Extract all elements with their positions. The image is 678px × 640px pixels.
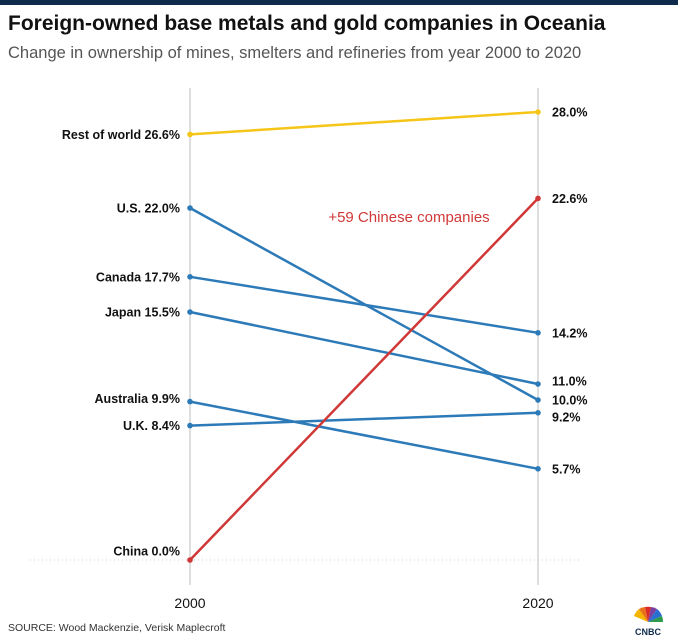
svg-text:CNBC: CNBC bbox=[635, 627, 661, 637]
data-point-japan-2000 bbox=[187, 309, 193, 315]
data-point-u-k-2020 bbox=[535, 410, 541, 416]
data-point-canada-2020 bbox=[535, 330, 541, 336]
series-line-canada bbox=[188, 275, 540, 335]
end-label-rest-of-world: 28.0% bbox=[552, 106, 587, 120]
x-tick-label: 2020 bbox=[522, 595, 553, 611]
end-label-china: 22.6% bbox=[552, 192, 587, 206]
series-line-rest-of-world bbox=[188, 110, 540, 136]
end-label-u-s: 10.0% bbox=[552, 394, 587, 408]
start-label-canada: Canada 17.7% bbox=[96, 270, 180, 284]
start-label-japan: Japan 15.5% bbox=[105, 306, 180, 320]
data-point-australia-2020 bbox=[535, 466, 541, 472]
data-point-u-s-2000 bbox=[187, 205, 193, 211]
chart-title: Foreign-owned base metals and gold compa… bbox=[8, 12, 606, 35]
top-bar bbox=[0, 0, 678, 5]
end-label-japan: 11.0% bbox=[552, 375, 587, 389]
source-note: SOURCE: Wood Mackenzie, Verisk Maplecrof… bbox=[8, 622, 226, 634]
cnbc-logo: CNBC bbox=[634, 606, 664, 637]
data-point-china-2020 bbox=[535, 195, 541, 202]
data-point-rest-of-world-2000 bbox=[187, 131, 193, 138]
series-line-japan bbox=[188, 310, 540, 386]
data-point-australia-2000 bbox=[187, 398, 193, 405]
end-label-australia: 5.7% bbox=[552, 462, 581, 476]
start-label-australia: Australia 9.9% bbox=[95, 392, 180, 406]
series-line-australia bbox=[188, 400, 540, 471]
start-label-u-k: U.K. 8.4% bbox=[123, 419, 180, 433]
start-label-rest-of-world: Rest of world 26.6% bbox=[62, 128, 180, 142]
x-tick-label: 2000 bbox=[174, 595, 205, 611]
start-label-u-s: U.S. 22.0% bbox=[117, 202, 180, 216]
end-label-u-k: 9.2% bbox=[552, 410, 581, 424]
series-line-u-k bbox=[188, 411, 540, 427]
start-label-china: China 0.0% bbox=[113, 545, 180, 559]
data-point-rest-of-world-2020 bbox=[535, 109, 541, 115]
chart-subtitle: Change in ownership of mines, smelters a… bbox=[8, 44, 582, 62]
end-label-canada: 14.2% bbox=[552, 326, 587, 340]
chinese-companies-annotation: +59 Chinese companies bbox=[328, 209, 489, 226]
data-point-u-s-2020 bbox=[535, 397, 541, 403]
data-point-canada-2000 bbox=[187, 274, 193, 280]
data-point-china-2000 bbox=[187, 557, 193, 563]
series-line-china bbox=[188, 197, 540, 562]
data-point-japan-2020 bbox=[535, 381, 541, 387]
data-point-u-k-2000 bbox=[187, 422, 193, 429]
